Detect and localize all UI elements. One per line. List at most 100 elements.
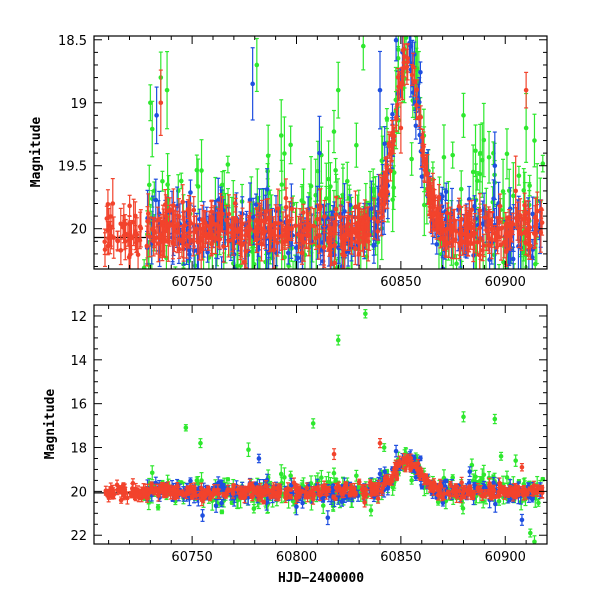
top-red-point: [145, 193, 151, 234]
bottom-red-outlier-point: [118, 496, 124, 504]
bottom-red-point: [237, 489, 243, 499]
top-x-tick-label: 60900: [485, 275, 526, 290]
top-red-point: [465, 217, 471, 257]
top-red-point: [525, 217, 530, 241]
bottom-red-point: [106, 488, 112, 500]
bottom-green-point: [219, 509, 225, 515]
top-blue-outlier-point: [492, 131, 498, 200]
top-red-point: [414, 79, 420, 100]
top-red-point: [533, 197, 538, 237]
top-red-outlier-point: [110, 177, 116, 230]
top-red-point: [458, 219, 463, 252]
top-red-point: [416, 108, 422, 127]
bottom-red-point: [293, 491, 299, 505]
top-red-point: [471, 222, 476, 243]
top-red-point: [229, 217, 234, 237]
bottom-red-point: [223, 493, 229, 499]
bottom-green-point: [368, 504, 374, 517]
bottom-red-point: [276, 492, 281, 502]
bottom-x-tick-labels: 60750 60800 60850 60900: [171, 550, 525, 565]
top-red-point: [268, 208, 274, 243]
top-red-point: [293, 207, 298, 244]
top-green-outlier-point: [148, 84, 153, 122]
top-red-point: [272, 221, 277, 250]
bottom-blue-point: [472, 481, 477, 488]
bottom-red-point: [368, 481, 373, 491]
bottom-green-outlier-point: [527, 528, 533, 538]
top-red-point: [105, 221, 111, 240]
bottom-red-point: [169, 485, 175, 494]
bottom-red-point: [421, 472, 427, 481]
top-ticks: [94, 36, 548, 269]
bottom-red-point: [215, 484, 221, 496]
bottom-x-tick-label: 60750: [171, 550, 212, 565]
top-red-point: [391, 127, 397, 155]
top-red-point: [395, 67, 401, 87]
bottom-red-point: [231, 483, 236, 489]
top-red-point: [201, 209, 207, 230]
bottom-red-point: [356, 478, 362, 486]
top-red-point: [301, 219, 307, 242]
bottom-green-outlier-point: [183, 424, 189, 432]
bottom-red-point: [309, 486, 314, 497]
bottom-green-point: [504, 470, 510, 485]
top-red-point: [522, 223, 528, 243]
top-green-point: [436, 271, 441, 299]
bottom-red-point: [347, 491, 353, 498]
top-green-point: [173, 266, 178, 269]
bottom-red-point: [468, 484, 473, 494]
top-green-point: [470, 144, 476, 200]
top-red-point: [115, 230, 121, 252]
bottom-blue-outlier-point: [325, 510, 331, 526]
top-green-outlier-point: [477, 123, 483, 183]
top-red-point: [387, 133, 392, 159]
top-red-point: [325, 223, 331, 252]
bottom-y-tick-label: 20: [70, 485, 87, 500]
top-red-outlier-point: [131, 198, 136, 247]
bottom-green-outlier-point: [381, 443, 387, 452]
top-red-point: [379, 176, 384, 214]
bottom-red-point: [532, 490, 538, 496]
top-red-point: [384, 162, 389, 200]
bottom-red-point: [265, 485, 271, 497]
bottom-red-point: [369, 487, 375, 495]
top-green-point: [220, 329, 225, 347]
top-blue-point: [214, 257, 219, 269]
top-red-point: [180, 184, 185, 220]
top-red-point: [423, 154, 429, 173]
top-red-point: [102, 228, 108, 256]
top-green-point: [461, 298, 466, 343]
top-green-point: [265, 259, 270, 269]
top-red-point: [538, 212, 544, 253]
top-red-point: [156, 224, 161, 263]
bottom-x-tick-label: 60850: [380, 550, 421, 565]
bottom-ticks: [94, 304, 548, 544]
top-green-point: [265, 270, 270, 334]
top-x-tick-label: 60850: [380, 275, 421, 290]
top-green-point: [333, 157, 338, 183]
bottom-green-point: [155, 504, 161, 511]
top-y-tick-label: 19: [70, 97, 87, 112]
top-red-point: [155, 206, 161, 234]
bottom-green-outlier-point: [461, 411, 466, 423]
bottom-red-point: [117, 486, 122, 493]
top-red-point: [462, 214, 467, 254]
top-red-point: [456, 197, 462, 215]
bottom-green-point: [251, 503, 257, 514]
top-red-point: [215, 223, 221, 241]
bottom-y-tick-label: 12: [70, 310, 87, 325]
top-red-point: [425, 172, 431, 205]
bottom-panel: 60750 60800 60850 60900 12 14 16 18 20 22 Magnit…: [43, 304, 548, 586]
top-green-outlier-point: [164, 50, 170, 130]
bottom-green-point: [331, 467, 337, 479]
top-x-tick-label: 60800: [276, 275, 317, 290]
top-green-outlier-point: [360, 36, 366, 71]
bottom-red-point: [394, 461, 399, 472]
top-green-point: [344, 161, 350, 201]
bottom-red-point: [141, 487, 146, 496]
bottom-points: [103, 309, 546, 544]
bottom-red-point: [431, 483, 437, 492]
top-green-outlier-point: [254, 37, 260, 93]
top-green-point: [230, 282, 235, 298]
bottom-x-tick-label: 60800: [276, 550, 317, 565]
